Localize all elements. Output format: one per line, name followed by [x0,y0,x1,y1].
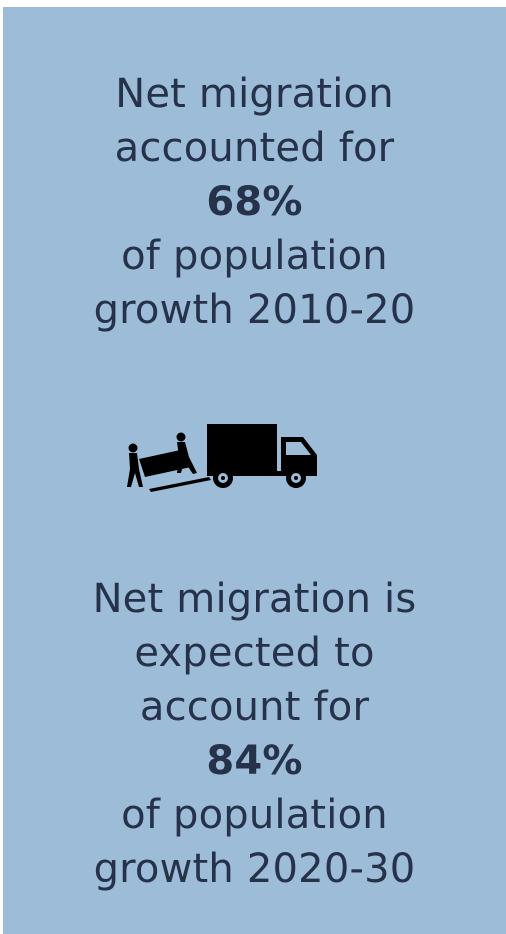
stat2-line2: expected to [134,630,375,676]
stat1-line3: of population [121,233,388,279]
stat1-line1: Net migration [115,71,394,117]
stat-block-2010-20: Net migration accounted for 68% of popul… [3,67,506,337]
stat2-percent: 84% [206,738,303,784]
stat-block-2020-30: Net migration is expected to account for… [3,572,506,896]
movers-truck-icon [127,424,317,492]
infographic-panel: Net migration accounted for 68% of popul… [3,7,506,934]
stat2-line1: Net migration is [92,576,417,622]
stat1-percent: 68% [206,179,303,225]
stat2-line4: of population [121,792,388,838]
stat1-line2: accounted for [114,125,395,171]
stat2-line3: account for [139,684,370,730]
stat2-line5: growth 2020-30 [93,846,416,892]
stat1-line4: growth 2010-20 [93,287,416,333]
